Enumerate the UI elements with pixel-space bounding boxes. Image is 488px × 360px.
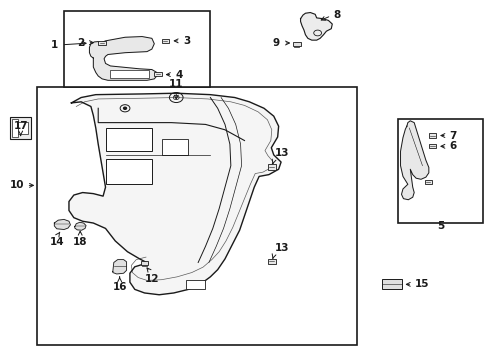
Text: 11: 11 (169, 78, 183, 89)
Bar (161, 39, 168, 43)
Text: 17: 17 (13, 121, 28, 131)
Bar (185, 280, 205, 289)
Polygon shape (75, 222, 86, 230)
Text: 13: 13 (274, 148, 288, 158)
Text: 6: 6 (448, 141, 456, 151)
Bar (267, 258, 275, 264)
Text: 3: 3 (183, 36, 190, 46)
Bar (105, 128, 152, 151)
Bar (397, 119, 483, 223)
Text: 14: 14 (49, 237, 64, 247)
Text: 5: 5 (436, 221, 443, 231)
Bar (161, 139, 188, 155)
Bar (12, 119, 18, 137)
Text: 7: 7 (448, 131, 456, 140)
Text: 1: 1 (51, 40, 58, 50)
Text: 12: 12 (144, 274, 159, 284)
Bar (154, 72, 161, 76)
Bar (141, 261, 148, 265)
Polygon shape (54, 220, 70, 229)
Text: 13: 13 (274, 243, 288, 253)
Bar (64, 12, 210, 87)
Polygon shape (113, 260, 126, 274)
Text: 10: 10 (10, 180, 24, 190)
Text: 9: 9 (272, 38, 280, 48)
Polygon shape (400, 121, 428, 200)
Polygon shape (89, 37, 157, 80)
Bar (292, 42, 300, 46)
Text: 15: 15 (414, 279, 429, 289)
Bar (381, 279, 402, 289)
Bar (267, 164, 275, 170)
Text: 18: 18 (73, 237, 87, 247)
Bar (98, 41, 105, 45)
Polygon shape (300, 13, 331, 40)
Text: 4: 4 (175, 69, 182, 80)
Bar (105, 159, 152, 184)
Bar (18, 122, 28, 134)
Bar (424, 180, 431, 184)
Text: 8: 8 (332, 10, 340, 20)
Bar (293, 46, 299, 47)
Text: 16: 16 (112, 282, 127, 292)
Bar (37, 87, 356, 345)
Polygon shape (69, 93, 281, 295)
Bar (142, 265, 147, 266)
Circle shape (123, 107, 126, 109)
Bar (428, 144, 435, 148)
Text: 2: 2 (77, 38, 84, 48)
Bar (110, 70, 149, 78)
Bar (428, 134, 435, 138)
Bar (10, 117, 31, 139)
